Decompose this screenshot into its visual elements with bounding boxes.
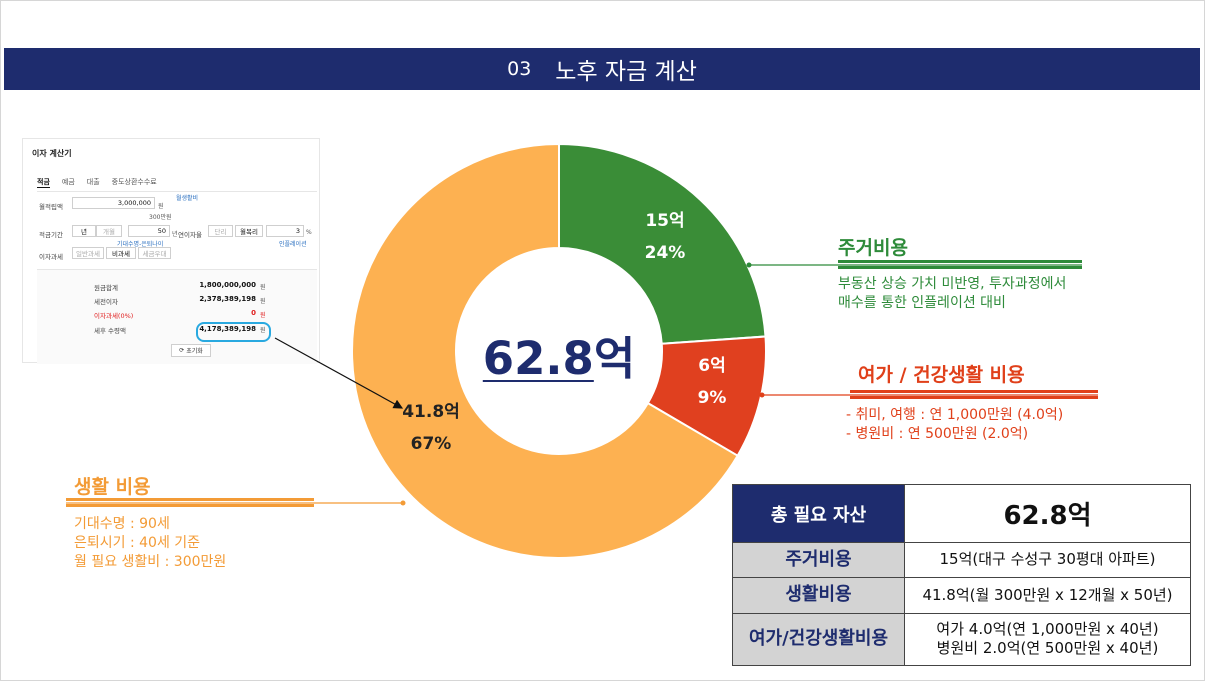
- housing-slice: [558, 142, 767, 345]
- tab-loan[interactable]: 대출: [86, 178, 100, 186]
- principal-label: 원금합계: [94, 284, 118, 292]
- divider: [37, 191, 317, 192]
- period-unit: 년: [172, 231, 178, 238]
- housing-annotation-title: 주거비용: [838, 237, 908, 259]
- calculator-title: 이자 계산기: [32, 149, 72, 158]
- housing-slice-label: 15억 24%: [620, 205, 710, 269]
- summary-table: 총 필요 자산 62.8억 주거비용 15억(대구 수성구 30평대 아파트) …: [732, 483, 1191, 667]
- housing-slice-value: 15억: [645, 211, 685, 231]
- living-annotation-line: 은퇴시기 : 40세 기준: [74, 535, 201, 551]
- living-annotation-title: 생활 비용: [74, 476, 151, 498]
- tax-general-toggle[interactable]: 일반과세: [72, 247, 104, 259]
- won-unit: 원: [260, 327, 266, 334]
- tax-label: 이자과세: [39, 253, 63, 261]
- living-annotation-line: 기대수명 : 90세: [74, 516, 170, 532]
- housing-slice-percent: 24%: [644, 243, 686, 263]
- living-slice: [351, 142, 739, 559]
- reset-label: 초기화: [186, 348, 203, 355]
- donut-center-total: 62.8억: [455, 322, 663, 387]
- rate-input[interactable]: 3: [266, 225, 304, 237]
- living-connector: [66, 498, 406, 507]
- inflation-note: 인플레이션: [279, 241, 307, 248]
- period-month-toggle[interactable]: 개월: [96, 225, 122, 237]
- rate-label: 연이자율: [178, 231, 202, 239]
- compound-interest-toggle[interactable]: 월복리: [235, 225, 263, 237]
- living-slice-label: 41.8억 67%: [386, 396, 476, 460]
- living-annotation-line: 월 필요 생활비 : 300만원: [74, 554, 227, 570]
- summary-row-label: 여가/건강생활비용: [732, 612, 905, 667]
- living-annotation-text: 기대수명 : 90세 은퇴시기 : 40세 기준 월 필요 생활비 : 300만…: [74, 515, 226, 572]
- summary-row-label: 생활비용: [732, 576, 905, 614]
- total-number: 62.8: [482, 332, 594, 385]
- summary-row-value-line: 병원비 2.0억(연 500만원 x 40년): [936, 639, 1159, 658]
- housing-annotation-line: 부동산 상승 가치 미반영, 투자과정에서: [838, 276, 1067, 292]
- housing-connector: [746, 260, 1082, 269]
- period-note: 기대수명-은퇴나이: [117, 241, 164, 248]
- summary-head-value: 62.8억: [904, 483, 1191, 544]
- pretax-value: 2,378,389,198: [199, 295, 256, 303]
- summary-row-value: 15억(대구 수성구 30평대 아파트): [904, 542, 1191, 578]
- principal-value: 1,800,000,000: [199, 281, 256, 289]
- total-unit: 억: [593, 332, 636, 385]
- living-slice-percent: 67%: [410, 434, 452, 454]
- table-row: 생활비용 41.8억(월 300만원 x 12개월 x 50년): [732, 576, 1191, 614]
- monthly-input[interactable]: 3,000,000: [72, 197, 155, 209]
- living-cost-link: 월생활비: [176, 195, 199, 202]
- won-unit: 원: [260, 312, 266, 319]
- reset-button[interactable]: ⟳ 초기화: [171, 344, 211, 357]
- tax-free-toggle[interactable]: 비과세: [106, 247, 136, 259]
- won-unit: 원: [260, 298, 266, 305]
- housing-annotation-line: 매수를 통한 인플레이션 대비: [838, 295, 1006, 311]
- summary-head-label: 총 필요 자산: [732, 483, 905, 544]
- table-row: 주거비용 15억(대구 수성구 30평대 아파트): [732, 542, 1191, 578]
- summary-row-value: 여가 4.0억(연 1,000만원 x 40년) 병원비 2.0억(연 500만…: [904, 612, 1191, 667]
- leisure-annotation-line: - 병원비 : 연 500만원 (2.0억): [846, 426, 1029, 442]
- tab-deposit[interactable]: 예금: [61, 178, 75, 186]
- interest-calculator-screenshot: 이자 계산기 적금 예금 대출 중도상환수수료 월적립액 3,000,000 원…: [22, 138, 320, 364]
- simple-interest-toggle[interactable]: 단리: [208, 225, 233, 237]
- monthly-unit: 원: [158, 203, 164, 210]
- title-bar: 03 노후 자금 계산: [4, 48, 1200, 90]
- summary-row-value-line: 여가 4.0억(연 1,000만원 x 40년): [936, 620, 1159, 639]
- summary-row-label: 주거비용: [732, 542, 905, 578]
- tax-favored-toggle[interactable]: 세금우대: [138, 247, 171, 259]
- won-unit: 원: [260, 284, 266, 291]
- refresh-icon: ⟳: [179, 347, 187, 354]
- leisure-slice-label: 6억 9%: [667, 350, 757, 414]
- aftertax-value: 4,178,389,198: [199, 325, 256, 333]
- interest-tax-value: 0: [251, 309, 256, 317]
- tab-prepayment-fee[interactable]: 중도상환수수료: [111, 178, 157, 186]
- pretax-label: 세전이자: [94, 298, 118, 306]
- result-pointer-arrow: [274, 337, 404, 409]
- tab-savings[interactable]: 적금: [37, 178, 50, 188]
- leisure-annotation-line: - 취미, 여행 : 연 1,000만원 (4.0억): [846, 407, 1064, 423]
- leisure-slice-percent: 9%: [697, 388, 727, 408]
- aftertax-highlight-ring: [196, 322, 271, 342]
- page-title: 노후 자금 계산: [555, 59, 697, 85]
- monthly-hint: 300만원: [149, 214, 172, 221]
- rate-unit: %: [306, 229, 312, 236]
- calculator-tabs: 적금 예금 대출 중도상환수수료: [37, 177, 157, 188]
- period-label: 적금기간: [39, 231, 63, 239]
- leisure-annotation-title: 여가 / 건강생활 비용: [858, 364, 1025, 386]
- leisure-annotation-text: - 취미, 여행 : 연 1,000만원 (4.0억) - 병원비 : 연 50…: [846, 406, 1063, 444]
- living-slice-value: 41.8억: [402, 402, 460, 422]
- summary-row-value: 41.8억(월 300만원 x 12개월 x 50년): [904, 576, 1191, 614]
- table-row: 여가/건강생활비용 여가 4.0억(연 1,000만원 x 40년) 병원비 2…: [732, 612, 1191, 667]
- summary-header-row: 총 필요 자산 62.8억: [732, 483, 1191, 544]
- housing-annotation-text: 부동산 상승 가치 미반영, 투자과정에서 매수를 통한 인플레이션 대비: [838, 275, 1066, 313]
- period-year-toggle[interactable]: 년: [72, 225, 96, 237]
- leisure-connector: [759, 390, 1098, 399]
- donut-slices: [351, 142, 767, 559]
- interest-tax-label: 이자과세(0%): [94, 312, 134, 320]
- monthly-label: 월적립액: [39, 203, 63, 211]
- leisure-slice-value: 6억: [698, 356, 726, 376]
- aftertax-label: 세후 수령액: [94, 327, 126, 335]
- section-number: 03: [507, 58, 532, 80]
- period-input[interactable]: 50: [128, 225, 170, 237]
